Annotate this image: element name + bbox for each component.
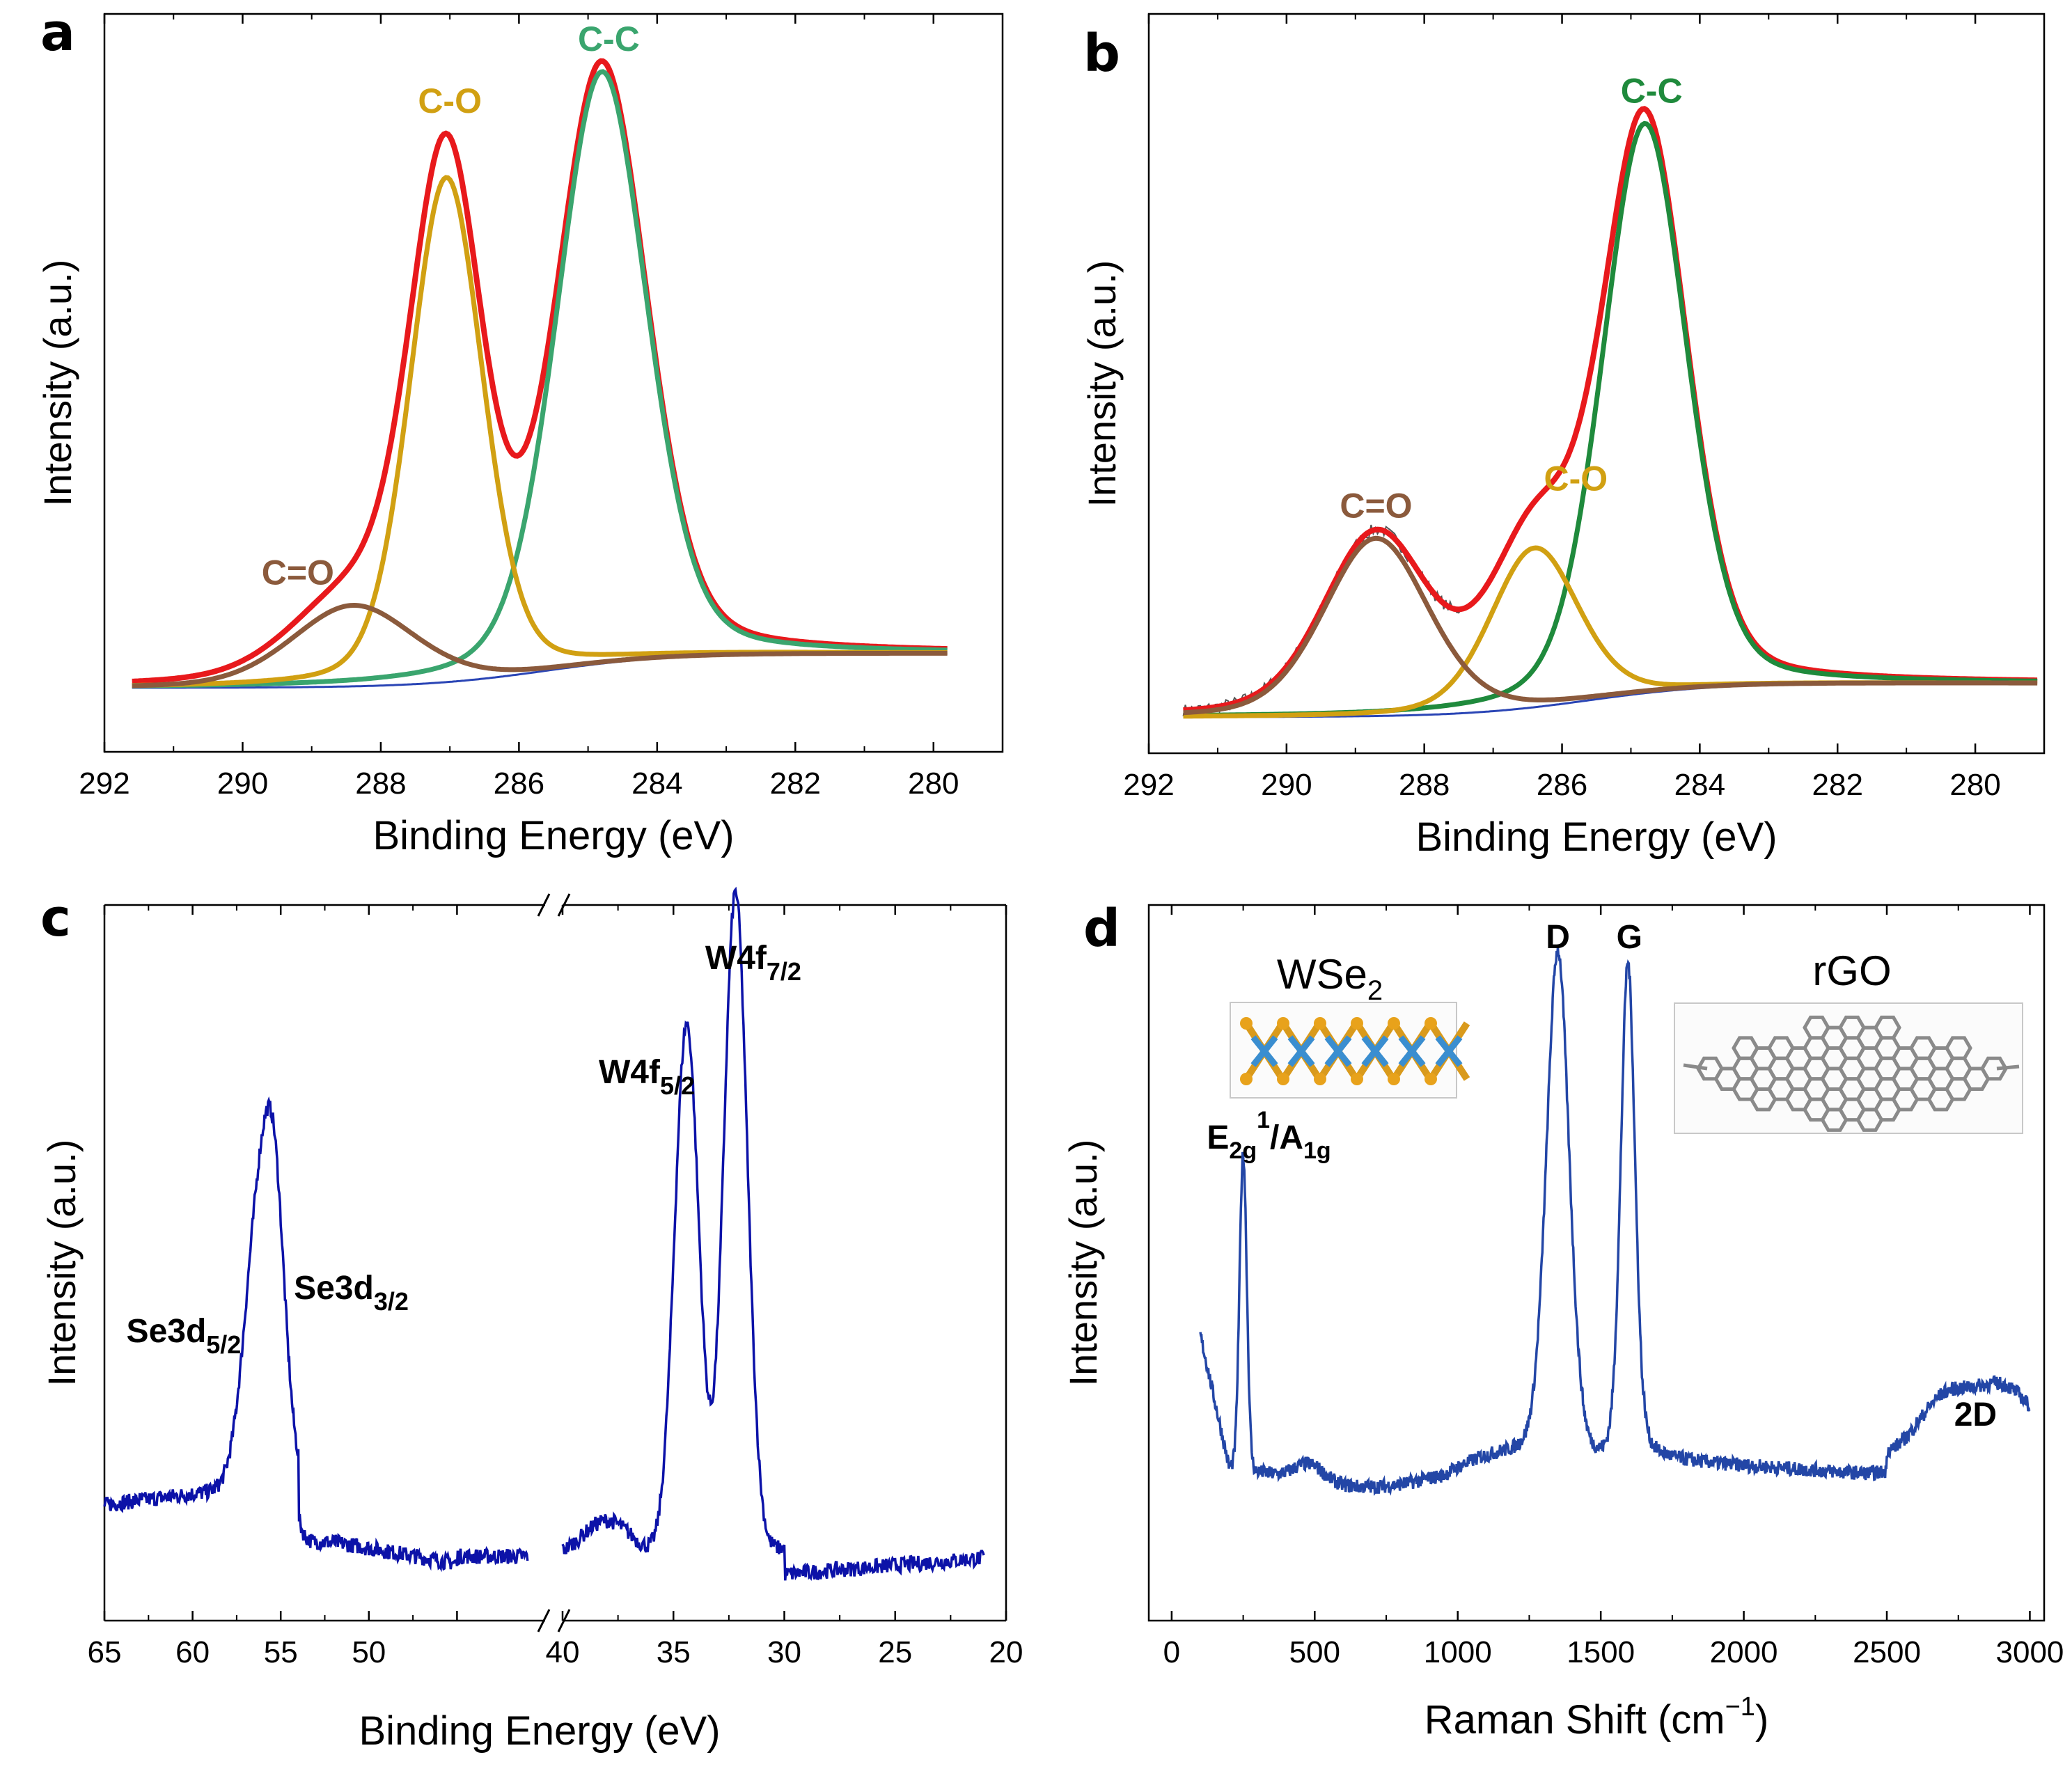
se-atom [1240, 1073, 1253, 1085]
inset-title-wse2: WSe2 [1277, 951, 1383, 1006]
series-ceqo-a [132, 602, 948, 688]
x-tick-label-1500: 1500 [1567, 1635, 1635, 1669]
se-atom [1351, 1017, 1363, 1030]
inset-title-rgo: rGO [1812, 947, 1891, 994]
envelope-line-a [132, 58, 948, 684]
x-tick-label-30: 30 [767, 1635, 801, 1669]
x-tick-label-55: 55 [264, 1635, 298, 1669]
x-tick-label-290: 290 [217, 766, 268, 801]
x-axis-label-c: Binding Energy (eV) [359, 1708, 720, 1754]
w-bond [1398, 1035, 1426, 1067]
x-tick-label-40: 40 [546, 1635, 580, 1669]
y-axis-label-a: Intensity (a.u.) [36, 260, 79, 507]
se-atom [1240, 1017, 1253, 1030]
w-bond [1250, 1035, 1278, 1067]
panel-label-c: c [40, 888, 71, 948]
se-atom [1424, 1073, 1437, 1085]
y-axis-label-d: Intensity (a.u.) [1061, 1140, 1105, 1387]
w-bond [1361, 1035, 1389, 1067]
x-tick-label-500: 500 [1289, 1635, 1340, 1669]
se-atom [1277, 1017, 1289, 1030]
se-atom [1314, 1017, 1326, 1030]
plot-frame-b [1147, 13, 2046, 755]
annotation-c-c-a: C-C [578, 19, 640, 58]
x-tick-label-292: 292 [1123, 768, 1174, 802]
series-ceqo-b [1183, 535, 2038, 716]
series-c-c-a [132, 69, 948, 688]
series-xps-se-c [103, 1096, 529, 1573]
se-atom [1351, 1073, 1363, 1085]
panel-label-a: a [40, 3, 75, 63]
x-tick-label-20: 20 [989, 1635, 1023, 1669]
panel-label-b: b [1083, 24, 1120, 84]
x-tick-label-288: 288 [355, 766, 406, 801]
x-tick-label-280: 280 [908, 766, 959, 801]
edge-bond [1996, 1064, 2020, 1071]
se-atom [1388, 1073, 1400, 1085]
x-tick-label-286: 286 [494, 766, 544, 801]
annotation-c-c-b: C-C [1621, 71, 1683, 110]
x-tick-label-284: 284 [631, 766, 682, 801]
x-tick-label-292: 292 [79, 766, 130, 801]
annotation-se3d5-2: Se3d5/2 [127, 1313, 242, 1359]
annotation-w4f7-2: W4f7/2 [705, 940, 801, 986]
x-tick-label-1000: 1000 [1424, 1635, 1492, 1669]
annotation-d-band: D [1546, 919, 1570, 956]
se-atom [1277, 1073, 1289, 1085]
carbon-ring [1980, 1056, 2008, 1081]
x-tick-label-60: 60 [175, 1635, 210, 1669]
x-tick-label-282: 282 [1812, 768, 1863, 802]
x-tick-label-2000: 2000 [1710, 1635, 1778, 1669]
plot-frame-a [103, 13, 1004, 753]
series-xps-w-c [561, 886, 985, 1582]
x-tick-label-50: 50 [352, 1635, 386, 1669]
x-axis-label-d: Raman Shift (cm−1) [1424, 1692, 1769, 1742]
x-tick-label-288: 288 [1399, 768, 1450, 802]
axis-break-mark [557, 893, 571, 917]
w-bond [1324, 1035, 1352, 1067]
x-tick-label-2500: 2500 [1853, 1635, 1921, 1669]
annotation-c-o-a: C-O [418, 81, 482, 120]
x-tick-label-0: 0 [1163, 1635, 1180, 1669]
y-axis-label-b: Intensity (a.u.) [1080, 260, 1124, 507]
annotation-c-o-b: C-O [1544, 459, 1608, 498]
x-tick-label-290: 290 [1261, 768, 1312, 802]
w-bond [1435, 1035, 1463, 1067]
x-tick-label-282: 282 [770, 766, 821, 801]
se-atom [1424, 1017, 1437, 1030]
y-axis-label-c: Intensity (a.u.) [40, 1140, 84, 1387]
se-atom [1314, 1073, 1326, 1085]
x-tick-label-25: 25 [878, 1635, 912, 1669]
series-raman-d [1199, 947, 2031, 1496]
panel-label-d: d [1083, 899, 1120, 959]
x-tick-label-280: 280 [1949, 768, 2000, 802]
axis-break-mark [557, 1609, 571, 1632]
x-tick-label-65: 65 [88, 1635, 122, 1669]
annotation-ceqo-b: C=O [1340, 486, 1412, 525]
edge-bond [1683, 1063, 1708, 1071]
annotation-ceqo-a: C=O [262, 553, 334, 592]
x-tick-label-3000: 3000 [1996, 1635, 2064, 1669]
x-tick-label-35: 35 [657, 1635, 691, 1669]
annotation-g-band: G [1617, 919, 1642, 956]
x-tick-label-286: 286 [1537, 768, 1587, 802]
annotation-e2g-a1g: E2g1/A1g [1207, 1107, 1331, 1164]
plot-frame-d [1147, 904, 2046, 1622]
annotation-w4f5-2: W4f5/2 [599, 1054, 695, 1100]
se-atom [1388, 1017, 1400, 1030]
x-axis-label-b: Binding Energy (eV) [1415, 814, 1777, 860]
x-tick-label-284: 284 [1674, 768, 1725, 802]
axis-break-mark [537, 1609, 551, 1632]
wse2-structure [1240, 1017, 1470, 1085]
axis-break-mark [537, 893, 551, 917]
envelope-line-b [1183, 106, 2038, 714]
annotation-se3d3-2: Se3d3/2 [294, 1270, 409, 1316]
x-axis-label-a: Binding Energy (eV) [372, 813, 734, 858]
rgo-structure [1683, 1015, 2020, 1132]
w-bond [1287, 1035, 1315, 1067]
annotation-2d-band: 2D [1954, 1396, 1997, 1433]
